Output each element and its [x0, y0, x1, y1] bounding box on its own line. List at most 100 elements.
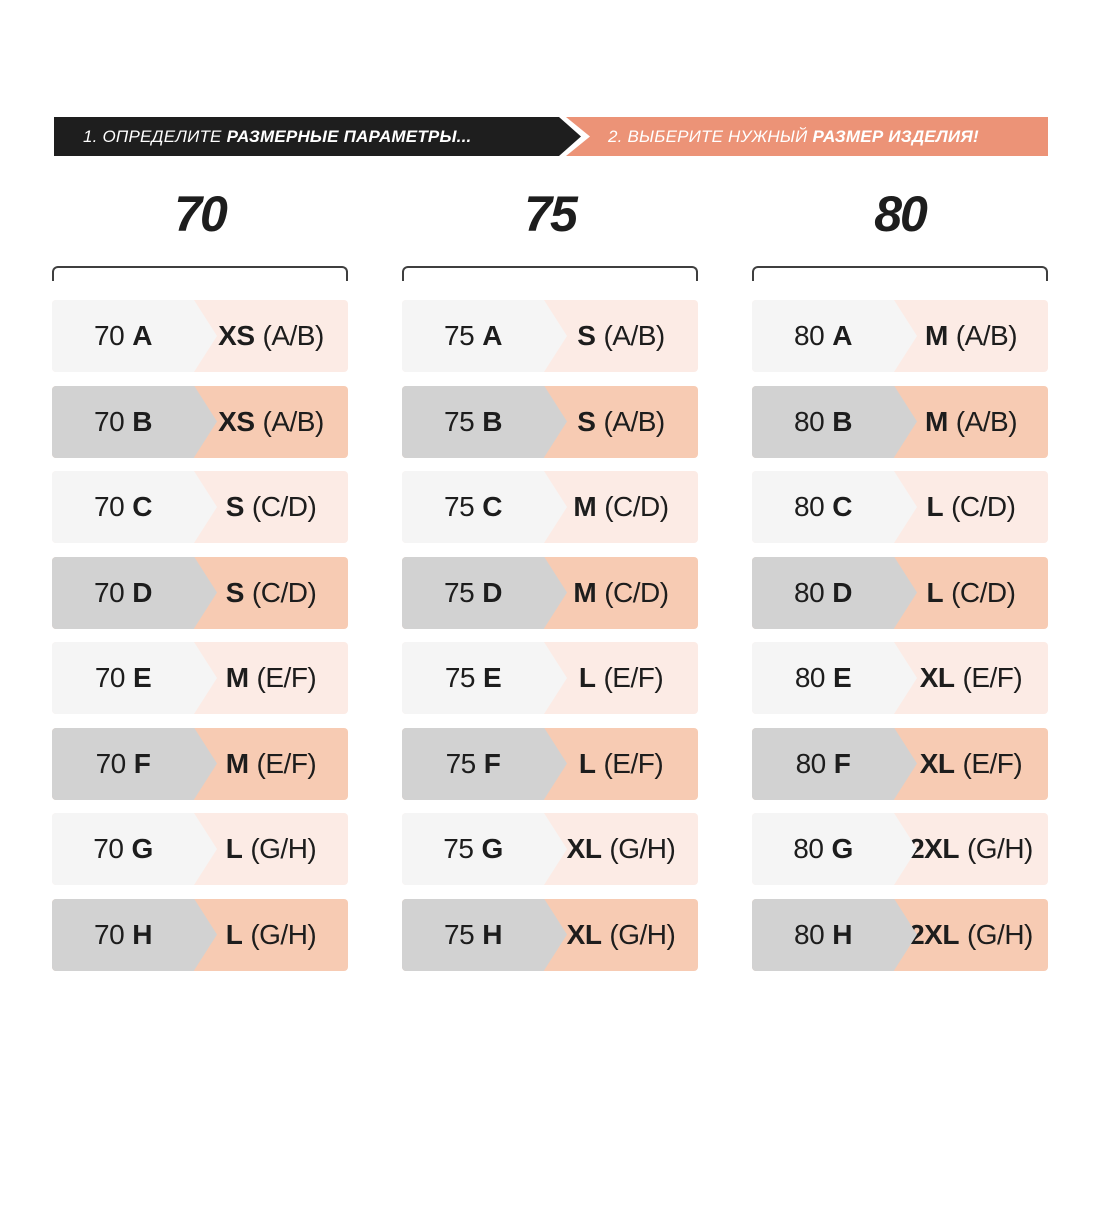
cup-letter: G: [831, 833, 853, 864]
band-number: 80: [794, 576, 825, 608]
cup-letter: B: [482, 405, 502, 437]
size-label: XL: [566, 833, 602, 864]
size-cell: 2XL (G/H): [894, 899, 1048, 971]
cup-range: (G/H): [966, 833, 1033, 864]
size-columns: 70 70 A XS (A/B) 70 B XS (: [52, 189, 1048, 971]
band-cup-cell: 75 B: [402, 385, 544, 458]
cup-range: (E/F): [962, 662, 1023, 693]
cup-range: (G/H): [609, 918, 676, 950]
band-number: 70: [94, 576, 125, 608]
cup-range: (G/H): [966, 918, 1033, 950]
cup-letter: G: [481, 833, 503, 864]
cup-letter: H: [132, 918, 152, 950]
cup-letter: F: [833, 747, 851, 779]
size-row: 75 F L (E/F): [402, 727, 698, 800]
size-label: L: [225, 918, 243, 950]
step2-banner: 2. ВЫБЕРИТЕ НУЖНЫЙ РАЗМЕР ИЗДЕЛИЯ!: [566, 117, 1048, 156]
cup-letter: H: [832, 918, 852, 950]
cup-range: (C/D): [951, 491, 1016, 522]
size-label: M: [924, 320, 948, 351]
size-label: M: [225, 662, 249, 693]
cup-range: (G/H): [250, 833, 317, 864]
size-row: 75 C M (C/D): [402, 471, 698, 543]
size-column-75: 75 75 A S (A/B) 75 B S (A/: [402, 189, 698, 971]
band-number: 75: [444, 576, 475, 608]
size-cell: 2XL (G/H): [894, 813, 1048, 885]
size-cell: L (C/D): [894, 557, 1048, 629]
size-label: XS: [218, 320, 255, 351]
step2-emphasis: РАЗМЕР ИЗДЕЛИЯ!: [812, 126, 979, 146]
size-row: 70 B XS (A/B): [52, 385, 348, 458]
size-cell: S (A/B): [544, 386, 698, 458]
band-cup-cell: 75 H: [402, 898, 544, 971]
size-row: 75 H XL (G/H): [402, 898, 698, 971]
rows-70: 70 A XS (A/B) 70 B XS (A/B): [52, 300, 348, 971]
size-cell: XL (G/H): [544, 813, 698, 885]
cup-letter: F: [483, 747, 501, 779]
band-number: 80: [794, 662, 826, 693]
band-cup-cell: 80 C: [752, 471, 894, 543]
size-row: 70 C S (C/D): [52, 471, 348, 543]
cup-range: (E/F): [256, 662, 317, 693]
size-column-70: 70 70 A XS (A/B) 70 B XS (: [52, 189, 348, 971]
size-label: 2XL: [909, 833, 959, 864]
size-cell: S (C/D): [194, 557, 348, 629]
size-row: 75 G XL (G/H): [402, 813, 698, 885]
band-number: 75: [444, 405, 475, 437]
band-cup-cell: 80 A: [752, 300, 894, 372]
cup-letter: A: [132, 320, 152, 351]
band-cup-cell: 75 D: [402, 556, 544, 629]
size-cell: XL (E/F): [894, 728, 1048, 800]
size-label: XL: [919, 747, 955, 779]
band-cup-cell: 70 H: [52, 898, 194, 971]
cup-letter: D: [832, 576, 852, 608]
cup-range: (C/D): [251, 491, 317, 522]
cup-range: (E/F): [603, 747, 664, 779]
size-cell: XL (E/F): [894, 642, 1048, 714]
band-number: 70: [95, 747, 127, 779]
size-cell: L (E/F): [544, 642, 698, 714]
cup-range: (G/H): [250, 918, 317, 950]
cup-range: (C/D): [604, 491, 669, 522]
cup-letter: E: [832, 662, 852, 693]
band-cup-cell: 80 D: [752, 556, 894, 629]
cup-range: (C/D): [251, 576, 317, 608]
size-row: 80 A M (A/B): [752, 300, 1048, 372]
step1-prefix: 1. ОПРЕДЕЛИТЕ: [83, 126, 222, 146]
cup-letter: F: [133, 747, 151, 779]
cup-range: (A/B): [603, 320, 665, 351]
cup-letter: A: [832, 320, 852, 351]
size-row: 70 A XS (A/B): [52, 300, 348, 372]
cup-letter: G: [131, 833, 153, 864]
size-label: M: [924, 405, 948, 437]
band-number: 80: [793, 833, 824, 864]
band-cup-cell: 80 H: [752, 898, 894, 971]
cup-range: (A/B): [603, 405, 665, 437]
size-cell: XL (G/H): [544, 899, 698, 971]
column-header: 80: [874, 186, 928, 242]
size-cell: M (C/D): [544, 557, 698, 629]
band-number: 75: [444, 320, 475, 351]
size-row: 80 B M (A/B): [752, 385, 1048, 458]
size-row: 70 F M (E/F): [52, 727, 348, 800]
band-number: 75: [444, 662, 476, 693]
bracket-line: [752, 266, 1048, 281]
cup-range: (E/F): [603, 662, 664, 693]
cup-range: (G/H): [609, 833, 676, 864]
cup-letter: B: [832, 405, 852, 437]
band-number: 70: [94, 405, 125, 437]
size-row: 75 A S (A/B): [402, 300, 698, 372]
size-column-80: 80 80 A M (A/B) 80 B M (A/: [752, 189, 1048, 971]
band-number: 70: [94, 918, 125, 950]
cup-letter: E: [482, 662, 502, 693]
step2-prefix: 2. ВЫБЕРИТЕ НУЖНЫЙ: [608, 126, 808, 146]
size-cell: XS (A/B): [194, 386, 348, 458]
size-row: 70 H L (G/H): [52, 898, 348, 971]
size-label: L: [225, 833, 243, 864]
size-cell: L (G/H): [194, 899, 348, 971]
cup-letter: C: [482, 491, 502, 522]
size-label: XL: [919, 662, 955, 693]
band-number: 75: [444, 918, 475, 950]
size-cell: S (C/D): [194, 471, 348, 543]
size-label: M: [573, 576, 597, 608]
